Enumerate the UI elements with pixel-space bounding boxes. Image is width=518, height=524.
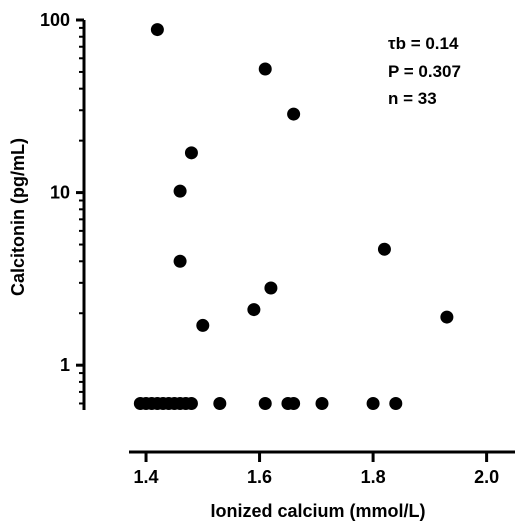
data-point bbox=[287, 396, 301, 410]
data-point bbox=[258, 62, 272, 76]
data-point bbox=[213, 396, 227, 410]
x-tick-label: 2.0 bbox=[474, 467, 499, 487]
y-tick-label: 100 bbox=[40, 10, 70, 30]
data-point bbox=[389, 396, 403, 410]
data-point bbox=[196, 318, 210, 332]
axes-layer bbox=[82, 20, 515, 454]
data-point bbox=[184, 396, 198, 410]
x-tick-label: 1.6 bbox=[247, 467, 272, 487]
data-point bbox=[264, 281, 278, 295]
points-layer bbox=[133, 23, 454, 410]
data-point bbox=[377, 242, 391, 256]
x-tick-label: 1.4 bbox=[134, 467, 159, 487]
data-point bbox=[287, 107, 301, 121]
data-point bbox=[315, 396, 329, 410]
data-point bbox=[184, 146, 198, 160]
data-point bbox=[258, 396, 272, 410]
data-point bbox=[173, 254, 187, 268]
x-axis-title: Ionized calcium (mmol/L) bbox=[210, 501, 425, 521]
data-point bbox=[366, 396, 380, 410]
y-tick-label: 1 bbox=[60, 355, 70, 375]
data-point bbox=[173, 184, 187, 198]
data-point bbox=[150, 23, 164, 37]
data-point bbox=[247, 303, 261, 317]
ticks-layer: 1 10 100 1.4 1.6 1.8 2.0 bbox=[40, 10, 499, 487]
x-tick-label: 1.8 bbox=[361, 467, 386, 487]
y-tick-label: 10 bbox=[50, 183, 70, 203]
p-value-annotation: P = 0.307 bbox=[388, 62, 461, 81]
tau-annotation: τb = 0.14 bbox=[388, 34, 459, 53]
sample-size-annotation: n = 33 bbox=[388, 89, 437, 108]
statistics-annotation: τb = 0.14 P = 0.307 n = 33 bbox=[388, 34, 461, 108]
y-axis-title: Calcitonin (pg/mL) bbox=[8, 138, 28, 296]
data-point bbox=[440, 310, 454, 324]
